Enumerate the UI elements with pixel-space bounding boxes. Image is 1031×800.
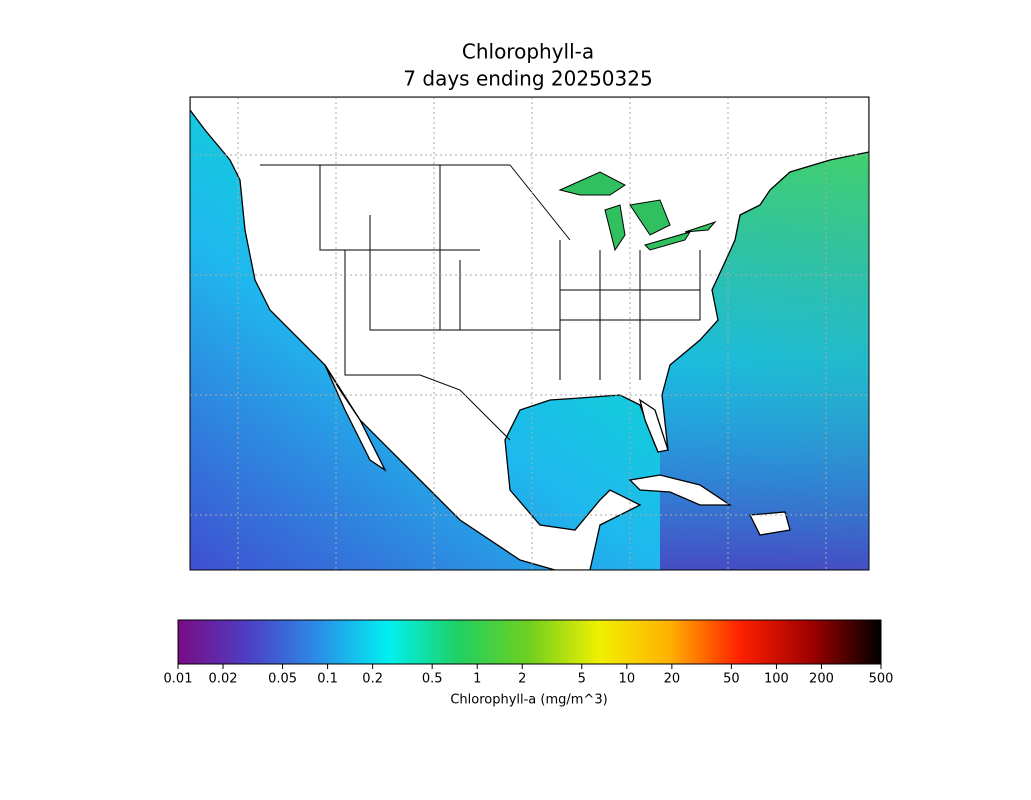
- land-hispaniola: [748, 511, 791, 536]
- land-north-america: [190, 97, 869, 570]
- colorbar-tick-label: 100: [764, 672, 789, 687]
- colorbar-tick-label: 1: [473, 672, 481, 687]
- colorbar-tick-label: 0.02: [209, 672, 238, 687]
- land-florida: [638, 398, 669, 453]
- map-title: Chlorophyll-a: [462, 40, 594, 64]
- colorbar-tick-label: 5: [578, 672, 586, 687]
- map-subtitle: 7 days ending 20250325: [403, 67, 652, 91]
- colorbar-tick-label: 0.5: [422, 672, 443, 687]
- map-frame: [189, 96, 870, 571]
- land-cuba: [628, 474, 733, 506]
- colorbar-tick-label: 0.2: [362, 672, 383, 687]
- colorbar-tick-label: 20: [664, 672, 681, 687]
- state-borders: [260, 164, 701, 441]
- colorbar-tick-label: 0.1: [317, 672, 338, 687]
- land-baja: [324, 364, 387, 472]
- colorbar-tick-label: 0.01: [164, 672, 193, 687]
- colorbar-tick-label: 200: [809, 672, 834, 687]
- colorbar-label: Chlorophyll-a (mg/m^3): [450, 693, 607, 708]
- colorbar: [177, 619, 882, 665]
- colorbar-tick-label: 10: [619, 672, 636, 687]
- graticule: [190, 97, 869, 570]
- colorbar-tick-label: 500: [869, 672, 894, 687]
- colorbar-tick-label: 0.05: [268, 672, 297, 687]
- colorbar-tick-label: 2: [518, 672, 526, 687]
- map: [190, 97, 869, 570]
- colorbar-tick-label: 50: [723, 672, 740, 687]
- great-lakes: [558, 171, 717, 252]
